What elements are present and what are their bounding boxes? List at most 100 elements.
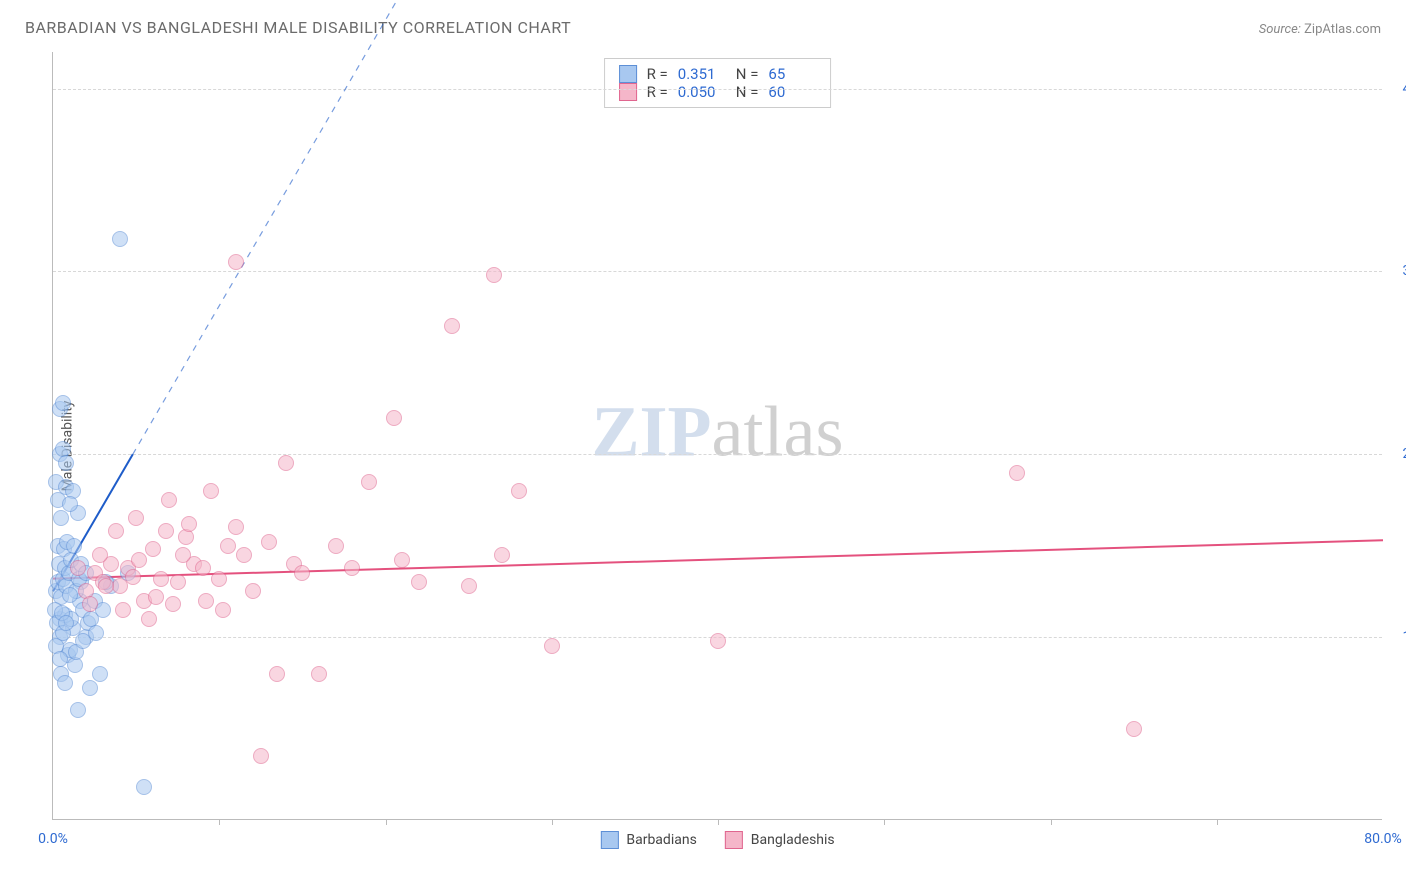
x-tick-label: 80.0% <box>1364 831 1402 847</box>
y-tick-label: 10.0% <box>1390 629 1406 645</box>
watermark-zip: ZIP <box>592 391 712 471</box>
r-label: R = <box>647 83 668 101</box>
scatter-point <box>98 578 114 594</box>
scatter-point <box>145 541 161 557</box>
source-attribution: Source: ZipAtlas.com <box>1259 22 1381 37</box>
legend-swatch <box>725 831 743 849</box>
scatter-point <box>83 611 99 627</box>
scatter-point <box>153 571 169 587</box>
scatter-point <box>511 483 527 499</box>
x-tick-label: 0.0% <box>38 831 68 847</box>
scatter-point <box>112 231 128 247</box>
scatter-point <box>55 395 71 411</box>
scatter-point <box>181 516 197 532</box>
scatter-point <box>165 596 181 612</box>
scatter-point <box>141 611 157 627</box>
scatter-point <box>128 510 144 526</box>
legend-label: Barbadians <box>626 832 696 848</box>
scatter-point <box>148 589 164 605</box>
scatter-point <box>544 638 560 654</box>
scatter-point <box>82 596 98 612</box>
scatter-point <box>386 410 402 426</box>
scatter-point <box>58 455 74 471</box>
scatter-point <box>70 560 86 576</box>
scatter-point <box>220 538 236 554</box>
y-tick-label: 40.0% <box>1390 81 1406 97</box>
scatter-point <box>1009 465 1025 481</box>
scatter-point <box>62 496 78 512</box>
scatter-point <box>115 602 131 618</box>
scatter-point <box>92 547 108 563</box>
scatter-point <box>70 702 86 718</box>
plot-area: ZIPatlas R =0.351N =65R =0.050N =60 Barb… <box>52 52 1382 820</box>
scatter-point <box>161 492 177 508</box>
scatter-point <box>175 547 191 563</box>
scatter-point <box>195 560 211 576</box>
scatter-point <box>52 651 68 667</box>
scatter-point <box>88 625 104 641</box>
scatter-point <box>344 560 360 576</box>
scatter-point <box>269 666 285 682</box>
scatter-point <box>394 552 410 568</box>
x-tick-mark <box>1051 819 1052 825</box>
r-label: R = <box>647 65 668 83</box>
bottom-legend: Barbadians Bangladeshis <box>600 831 834 849</box>
source-value: ZipAtlas.com <box>1304 22 1381 37</box>
scatter-point <box>53 510 69 526</box>
legend-swatch <box>600 831 618 849</box>
scatter-point <box>278 455 294 471</box>
r-value: 0.351 <box>678 65 726 83</box>
legend-stats-box: R =0.351N =65R =0.050N =60 <box>604 58 832 108</box>
watermark: ZIPatlas <box>592 390 844 473</box>
scatter-point <box>66 538 82 554</box>
y-tick-label: 30.0% <box>1390 263 1406 279</box>
scatter-point <box>444 318 460 334</box>
scatter-point <box>198 593 214 609</box>
scatter-point <box>92 666 108 682</box>
scatter-point <box>253 748 269 764</box>
trend-line <box>53 540 1383 578</box>
legend-swatch <box>619 83 637 101</box>
scatter-point <box>328 538 344 554</box>
scatter-point <box>494 547 510 563</box>
n-label: N = <box>736 83 759 101</box>
scatter-point <box>131 552 147 568</box>
x-tick-mark <box>718 819 719 825</box>
legend-swatch <box>619 65 637 83</box>
scatter-point <box>125 569 141 585</box>
scatter-point <box>58 615 74 631</box>
scatter-point <box>170 574 186 590</box>
scatter-point <box>158 523 174 539</box>
watermark-atlas: atlas <box>712 391 844 471</box>
scatter-point <box>228 519 244 535</box>
scatter-point <box>261 534 277 550</box>
scatter-point <box>1126 721 1142 737</box>
legend-stats-row: R =0.351N =65 <box>619 65 817 83</box>
trendlines-layer <box>53 52 1382 819</box>
scatter-point <box>411 574 427 590</box>
n-value: 65 <box>768 65 816 83</box>
scatter-point <box>82 680 98 696</box>
scatter-point <box>361 474 377 490</box>
gridline <box>53 89 1382 90</box>
legend-label: Bangladeshis <box>751 832 835 848</box>
legend-item: Barbadians <box>600 831 696 849</box>
x-tick-mark <box>219 819 220 825</box>
legend-stats-row: R =0.050N =60 <box>619 83 817 101</box>
scatter-point <box>486 267 502 283</box>
x-tick-mark <box>386 819 387 825</box>
scatter-point <box>57 675 73 691</box>
source-label: Source: <box>1259 22 1301 37</box>
scatter-point <box>203 483 219 499</box>
gridline <box>53 271 1382 272</box>
scatter-point <box>461 578 477 594</box>
scatter-point <box>710 633 726 649</box>
scatter-point <box>215 602 231 618</box>
scatter-point <box>136 779 152 795</box>
scatter-point <box>55 441 71 457</box>
chart-title: BARBADIAN VS BANGLADESHI MALE DISABILITY… <box>25 18 571 37</box>
n-value: 60 <box>768 83 816 101</box>
scatter-point <box>245 583 261 599</box>
scatter-point <box>311 666 327 682</box>
scatter-point <box>236 547 252 563</box>
